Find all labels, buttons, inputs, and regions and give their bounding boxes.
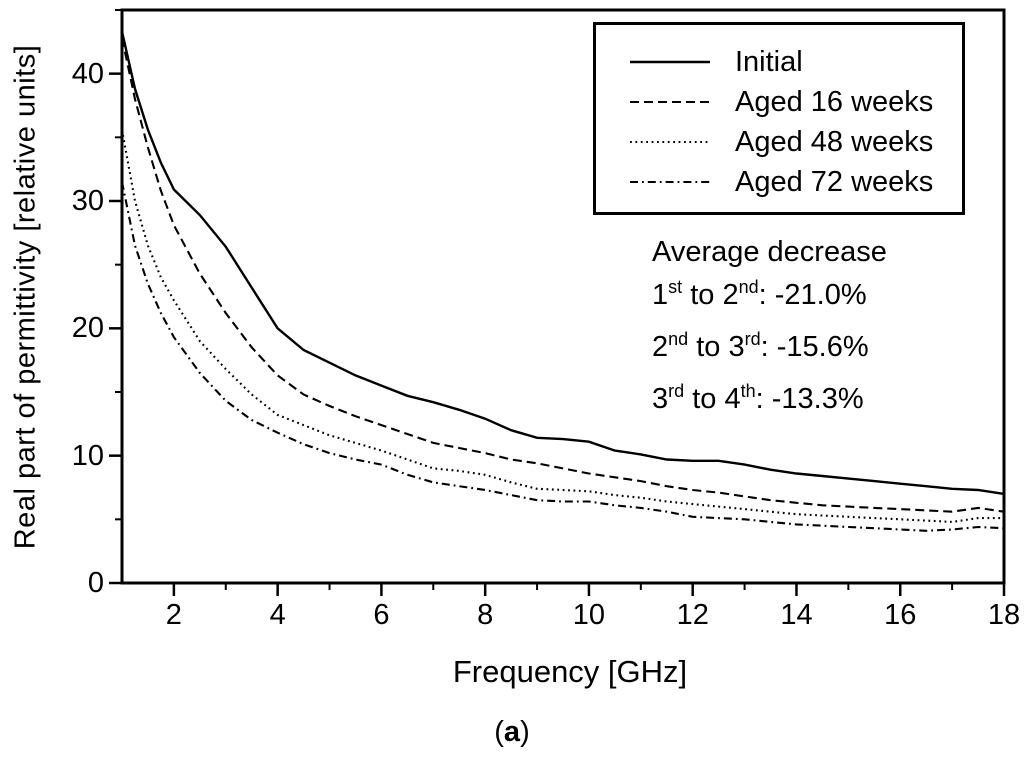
legend-label: Aged 48 weeks — [735, 125, 934, 158]
curve-aged-16-weeks — [120, 37, 1005, 513]
legend-box: Initial Aged 16 weeks Aged 48 weeks Aged… — [593, 22, 965, 215]
legend-item-aged-72-weeks: Aged 72 weeks — [596, 162, 962, 202]
plot-frame — [120, 8, 1006, 585]
legend-item-aged-16-weeks: Aged 16 weeks — [596, 82, 962, 122]
x-tick-label-14: 14 — [780, 599, 813, 631]
x-tick-label-2: 2 — [165, 599, 182, 631]
x-tick-label-16: 16 — [884, 599, 917, 631]
curve-aged-48-weeks — [120, 129, 1004, 523]
y-tick-label-0: 0 — [87, 567, 104, 599]
y-tick-label-40: 40 — [71, 57, 104, 90]
curve-initial — [120, 31, 1005, 496]
x-tick-label-4: 4 — [269, 599, 286, 631]
y-tick-label-20: 20 — [71, 312, 104, 345]
legend-item-aged-48-weeks: Aged 48 weeks — [596, 122, 962, 162]
annotation-title: Average decrease — [652, 236, 887, 268]
legend-item-initial: Initial — [596, 42, 962, 82]
x-tick-label-8: 8 — [477, 599, 494, 631]
y-tick-label-10: 10 — [71, 439, 104, 472]
legend-label: Initial — [735, 45, 803, 78]
x-tick-label-12: 12 — [676, 599, 709, 631]
legend-label: Aged 16 weeks — [735, 85, 934, 118]
curve-aged-72-weeks — [120, 181, 1005, 532]
legend-line-solid — [630, 60, 710, 64]
x-tick-label-6: 6 — [373, 599, 390, 631]
subfigure-caption: (a) — [494, 716, 530, 748]
annotation-row-2: 2nd to 3rd: -15.6% — [652, 329, 869, 363]
annotation-row-1: 1st to 2nd: -21.0% — [652, 277, 867, 311]
legend-line-dashed — [630, 100, 710, 104]
x-axis-title: Frequency [GHz] — [452, 654, 688, 689]
x-tick-label-10: 10 — [572, 599, 606, 631]
legend-label: Aged 72 weeks — [735, 165, 934, 198]
annotation-row-3: 3rd to 4th: -13.3% — [652, 381, 864, 415]
legend-line-dash-dot — [630, 180, 710, 184]
y-tick-label-30: 30 — [71, 185, 104, 217]
legend-line-dotted — [630, 140, 710, 144]
x-tick-label-18: 18 — [987, 599, 1021, 631]
